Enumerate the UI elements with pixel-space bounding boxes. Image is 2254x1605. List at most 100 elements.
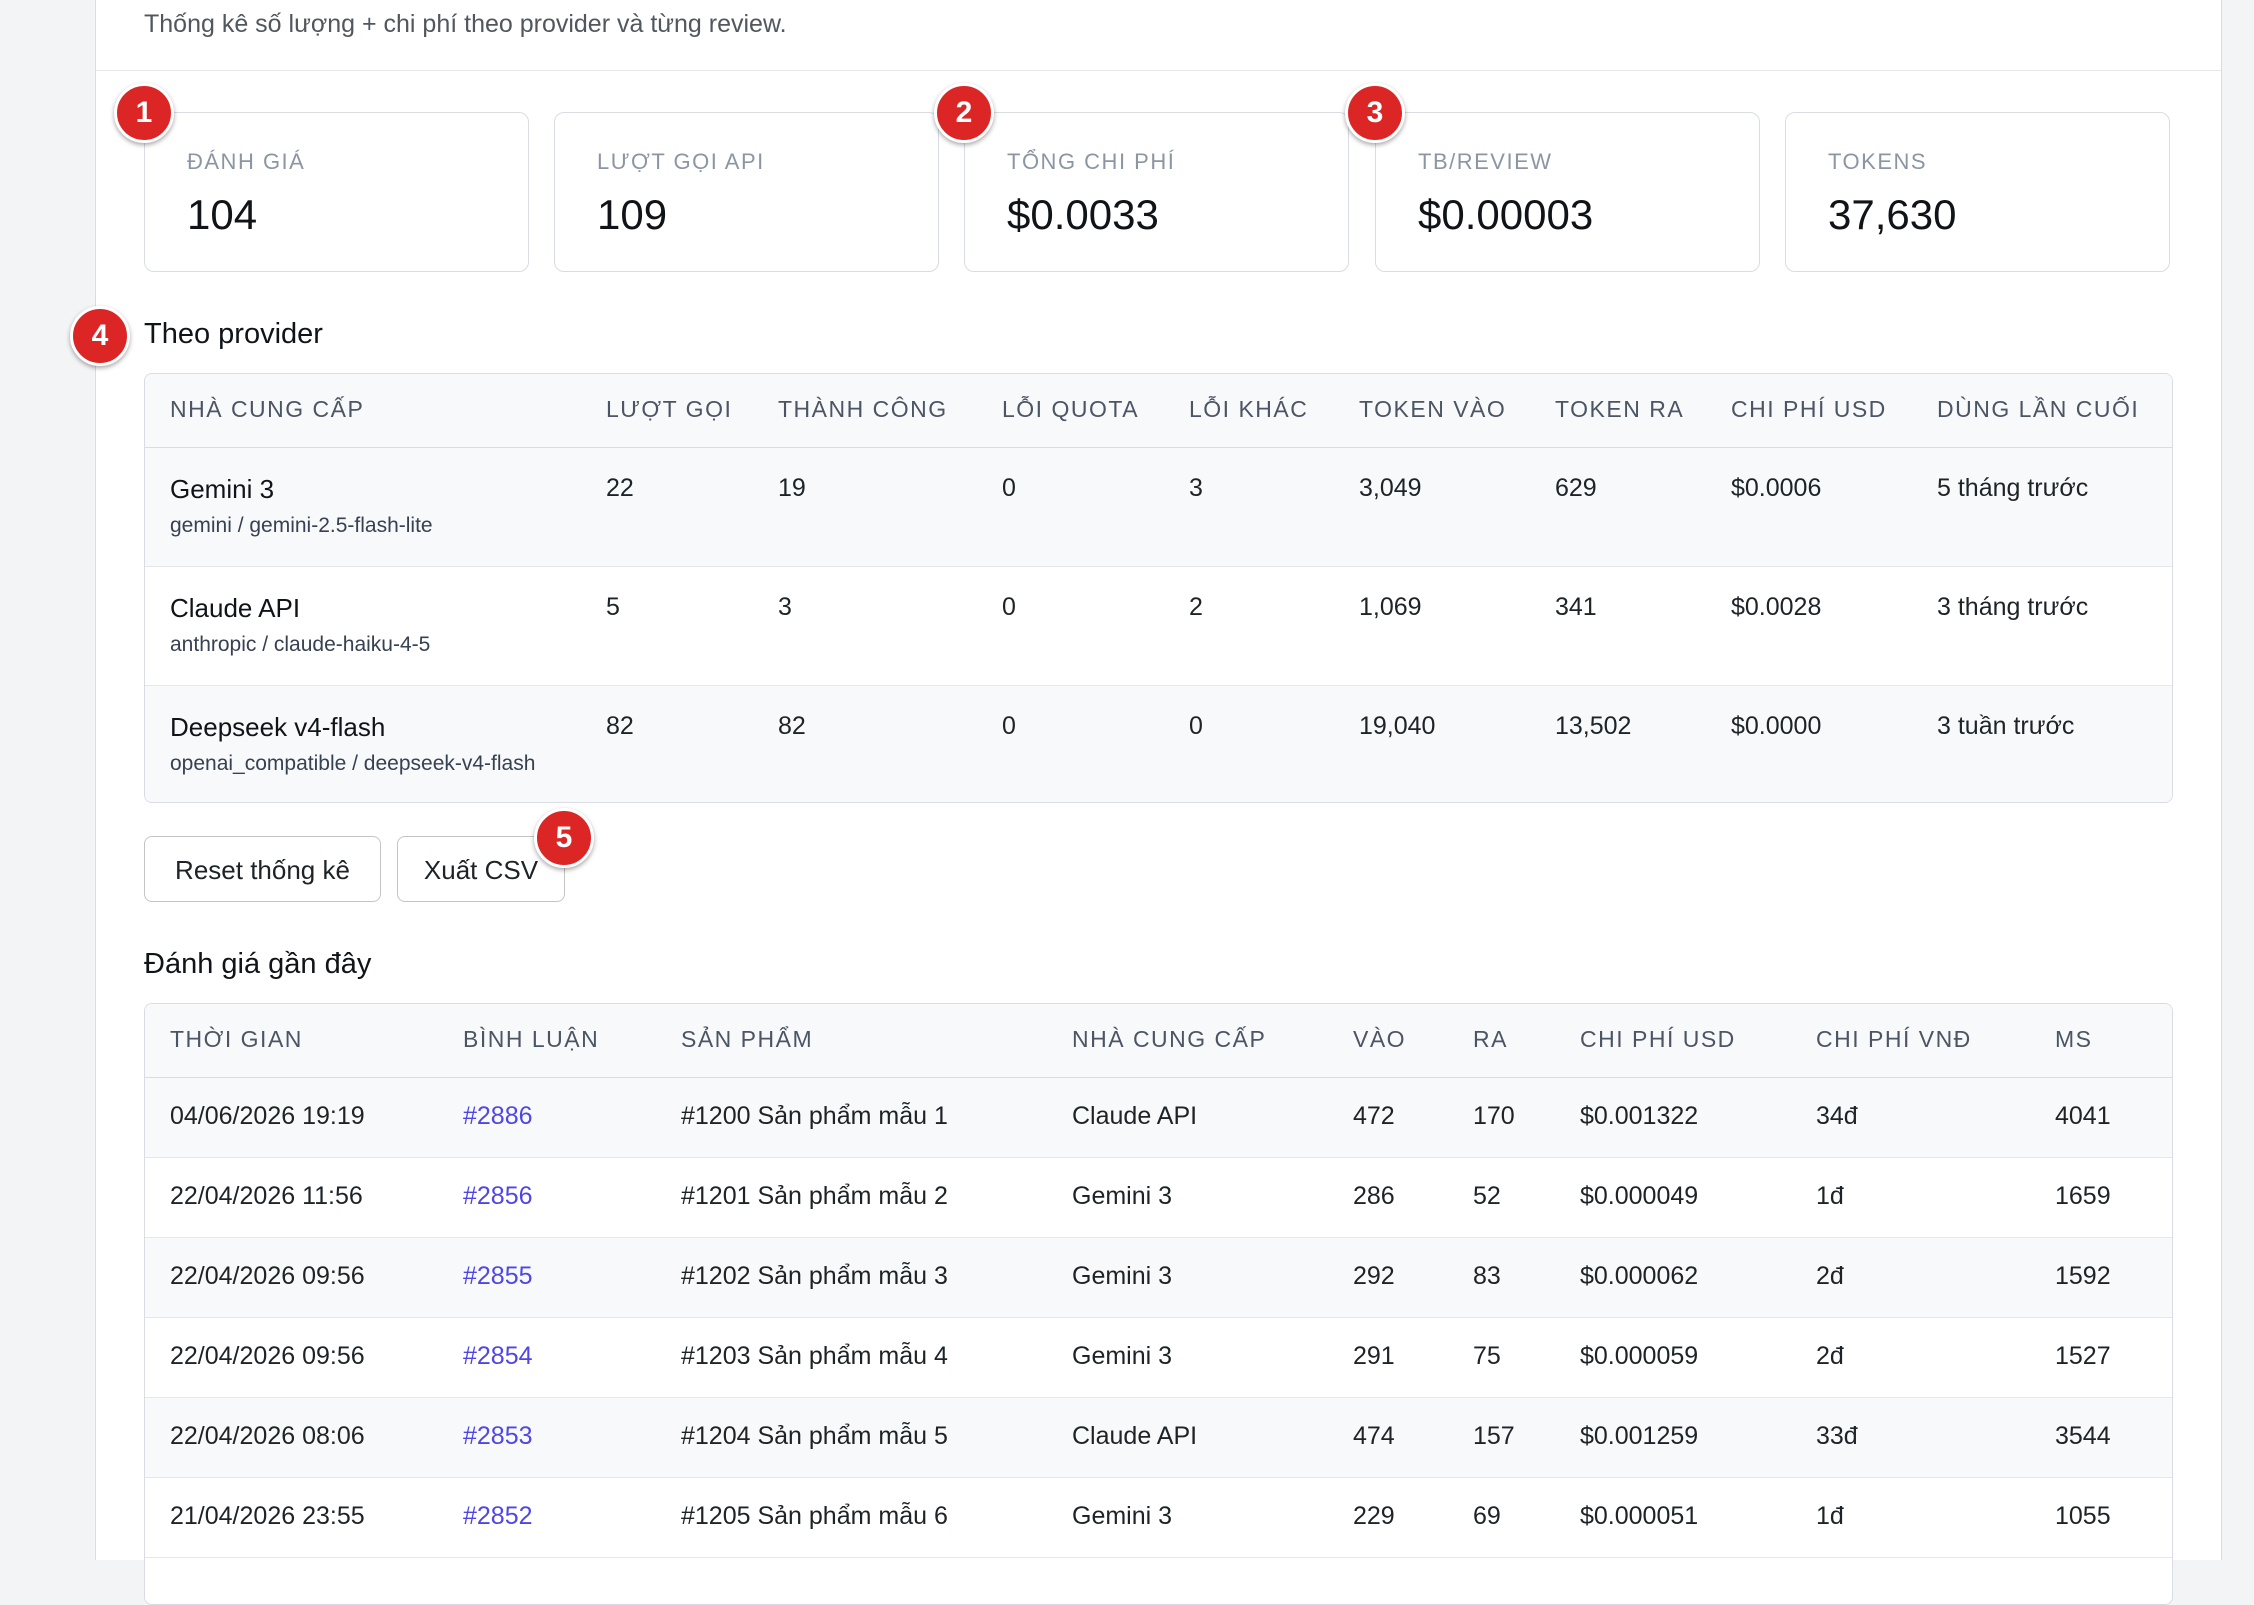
- cell-other-error: 0: [1189, 712, 1203, 740]
- col-comment: BÌNH LUẬN: [463, 1026, 600, 1052]
- cell-time: 21/04/2026 23:55: [170, 1502, 365, 1530]
- stat-card-api-calls: LƯỢT GỌI API 109: [554, 112, 939, 272]
- stat-label: ĐÁNH GIÁ: [187, 149, 306, 174]
- cell-product: #1202 Sản phẩm mẫu 3: [681, 1262, 948, 1290]
- stat-card-avg-review: TB/REVIEW $0.00003: [1375, 112, 1760, 272]
- col-in: VÀO: [1353, 1026, 1407, 1052]
- recent-table: THỜI GIAN BÌNH LUẬN SẢN PHẨM NHÀ CUNG CẤ…: [144, 1003, 2173, 1605]
- table-row: Gemini 3 gemini / gemini-2.5-flash-lite …: [145, 448, 2172, 567]
- recent-table-header: THỜI GIAN BÌNH LUẬN SẢN PHẨM NHÀ CUNG CẤ…: [145, 1004, 2172, 1078]
- provider-table-header: NHÀ CUNG CẤP LƯỢT GỌI THÀNH CÔNG LỖI QUO…: [145, 374, 2172, 448]
- cell-other-error: 3: [1189, 474, 1203, 502]
- cell-cost-usd: $0.001259: [1580, 1422, 1699, 1450]
- provider-table: NHÀ CUNG CẤP LƯỢT GỌI THÀNH CÔNG LỖI QUO…: [144, 373, 2173, 803]
- cell-quota-error: 0: [1002, 712, 1016, 740]
- col-other-error: LỖI KHÁC: [1189, 396, 1309, 422]
- provider-model: anthropic / claude-haiku-4-5: [170, 633, 431, 656]
- cell-out: 75: [1473, 1342, 1501, 1370]
- col-provider: NHÀ CUNG CẤP: [170, 396, 365, 422]
- cell-cost-usd: $0.000051: [1580, 1502, 1699, 1530]
- cell-provider: Gemini 3: [1072, 1502, 1173, 1530]
- page-subtitle: Thống kê số lượng + chi phí theo provide…: [144, 10, 787, 38]
- col-cost-usd: CHI PHÍ USD: [1580, 1026, 1736, 1052]
- annotation-badge-2: 2: [934, 83, 994, 143]
- cell-calls: 5: [606, 593, 620, 621]
- header-divider: [96, 70, 2221, 71]
- col-success: THÀNH CÔNG: [778, 396, 948, 422]
- stat-value: 37,630: [1828, 191, 1957, 238]
- cell-cost-usd: $0.0006: [1731, 474, 1822, 502]
- reset-stats-button[interactable]: Reset thống kê: [144, 836, 381, 902]
- cell-cost-usd: $0.000059: [1580, 1342, 1699, 1370]
- cell-success: 3: [778, 593, 792, 621]
- col-token-out: TOKEN RA: [1555, 396, 1685, 422]
- cell-in: 472: [1353, 1102, 1395, 1130]
- stat-card-total-cost: TỔNG CHI PHÍ $0.0033: [964, 112, 1349, 272]
- cell-out: 170: [1473, 1102, 1515, 1130]
- cell-out: 157: [1473, 1422, 1515, 1450]
- table-row: 04/06/2026 19:19 #2886 #1200 Sản phẩm mẫ…: [145, 1078, 2172, 1158]
- stat-label: TB/REVIEW: [1418, 149, 1553, 174]
- cell-product: #1204 Sản phẩm mẫu 5: [681, 1422, 948, 1450]
- cell-out: 83: [1473, 1262, 1501, 1290]
- table-row: 22/04/2026 09:56 #2854 #1203 Sản phẩm mẫ…: [145, 1318, 2172, 1398]
- cell-time: 04/06/2026 19:19: [170, 1102, 365, 1130]
- table-row: 22/04/2026 08:06 #2853 #1204 Sản phẩm mẫ…: [145, 1398, 2172, 1478]
- comment-link[interactable]: #2886: [463, 1102, 533, 1130]
- stat-value: 109: [597, 191, 668, 238]
- cell-success: 82: [778, 712, 806, 740]
- cell-provider: Gemini 3: [1072, 1182, 1173, 1210]
- cell-token-out: 629: [1555, 474, 1597, 502]
- comment-link[interactable]: #2854: [463, 1342, 533, 1370]
- table-row: 22/04/2026 09:56 #2855 #1202 Sản phẩm mẫ…: [145, 1238, 2172, 1318]
- cell-cost-usd: $0.0028: [1731, 593, 1822, 621]
- col-out: RA: [1473, 1026, 1508, 1052]
- cell-token-out: 341: [1555, 593, 1597, 621]
- cell-cost-vnd: 33đ: [1816, 1422, 1858, 1450]
- cell-cost-vnd: 2đ: [1816, 1262, 1844, 1290]
- stat-card-reviews: ĐÁNH GIÁ 104: [144, 112, 529, 272]
- cell-quota-error: 0: [1002, 593, 1016, 621]
- col-token-in: TOKEN VÀO: [1359, 396, 1507, 422]
- stat-label: LƯỢT GỌI API: [597, 149, 765, 174]
- cell-token-in: 19,040: [1359, 712, 1436, 740]
- stat-label: TOKENS: [1828, 149, 1928, 174]
- provider-model: openai_compatible / deepseek-v4-flash: [170, 752, 536, 775]
- annotation-badge-1: 1: [114, 83, 174, 143]
- cell-cost-vnd: 1đ: [1816, 1182, 1844, 1210]
- cell-token-out: 13,502: [1555, 712, 1632, 740]
- comment-link[interactable]: #2853: [463, 1422, 533, 1450]
- cell-quota-error: 0: [1002, 474, 1016, 502]
- col-cost-usd: CHI PHÍ USD: [1731, 396, 1887, 422]
- col-product: SẢN PHẨM: [681, 1026, 814, 1052]
- cell-in: 286: [1353, 1182, 1395, 1210]
- col-calls: LƯỢT GỌI: [606, 396, 733, 422]
- col-ms: MS: [2055, 1026, 2093, 1052]
- cell-provider: Gemini 3: [1072, 1342, 1173, 1370]
- stat-label: TỔNG CHI PHÍ: [1007, 149, 1176, 174]
- table-row: Deepseek v4-flash openai_compatible / de…: [145, 686, 2172, 802]
- comment-link[interactable]: #2856: [463, 1182, 533, 1210]
- recent-section-title: Đánh giá gần đây: [144, 948, 372, 980]
- provider-section-title: Theo provider: [144, 318, 323, 350]
- cell-in: 474: [1353, 1422, 1395, 1450]
- provider-table-body: Gemini 3 gemini / gemini-2.5-flash-lite …: [145, 448, 2172, 802]
- cell-cost-vnd: 1đ: [1816, 1502, 1844, 1530]
- recent-table-body: 04/06/2026 19:19 #2886 #1200 Sản phẩm mẫ…: [145, 1078, 2172, 1558]
- cell-time: 22/04/2026 09:56: [170, 1262, 365, 1290]
- cell-cost-vnd: 2đ: [1816, 1342, 1844, 1370]
- cell-success: 19: [778, 474, 806, 502]
- cell-product: #1203 Sản phẩm mẫu 4: [681, 1342, 948, 1370]
- table-row: 22/04/2026 11:56 #2856 #1201 Sản phẩm mẫ…: [145, 1158, 2172, 1238]
- comment-link[interactable]: #2852: [463, 1502, 533, 1530]
- comment-link[interactable]: #2855: [463, 1262, 533, 1290]
- cell-product: #1201 Sản phẩm mẫu 2: [681, 1182, 948, 1210]
- cell-ms: 1527: [2055, 1342, 2111, 1370]
- col-quota-error: LỖI QUOTA: [1002, 396, 1140, 422]
- annotation-badge-3: 3: [1345, 83, 1405, 143]
- provider-model: gemini / gemini-2.5-flash-lite: [170, 514, 433, 537]
- cell-provider: Gemini 3: [1072, 1262, 1173, 1290]
- col-cost-vnd: CHI PHÍ VNĐ: [1816, 1026, 1972, 1052]
- annotation-badge-4: 4: [70, 306, 130, 366]
- cell-ms: 1055: [2055, 1502, 2111, 1530]
